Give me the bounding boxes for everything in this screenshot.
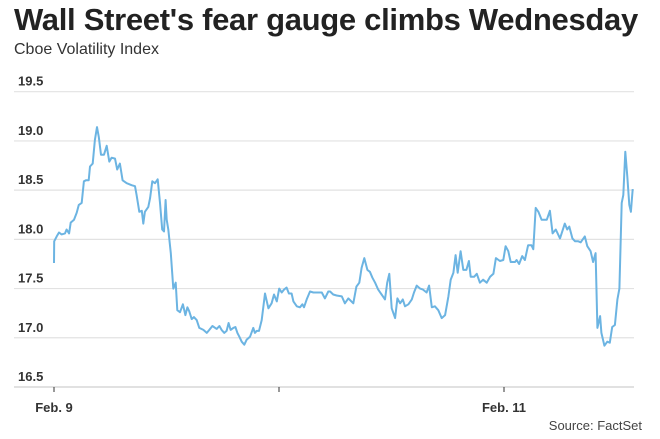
source-note: Source: FactSet	[548, 418, 642, 433]
chart-title: Wall Street's fear gauge climbs Wednesda…	[14, 2, 638, 37]
y-tick-label: 18.5	[18, 172, 43, 187]
y-tick-label: 16.5	[18, 369, 43, 384]
series-line-vix	[53, 126, 634, 347]
y-tick-label: 19.5	[18, 74, 43, 89]
y-tick-label: 19.0	[18, 123, 43, 138]
x-tick-label: Feb. 9	[35, 400, 73, 415]
x-tick-label: Feb. 11	[482, 400, 526, 415]
chart-subtitle: Cboe Volatility Index	[14, 41, 159, 58]
y-tick-label: 17.0	[18, 320, 43, 335]
y-tick-label: 18.0	[18, 221, 43, 236]
y-tick-label: 17.5	[18, 271, 43, 286]
